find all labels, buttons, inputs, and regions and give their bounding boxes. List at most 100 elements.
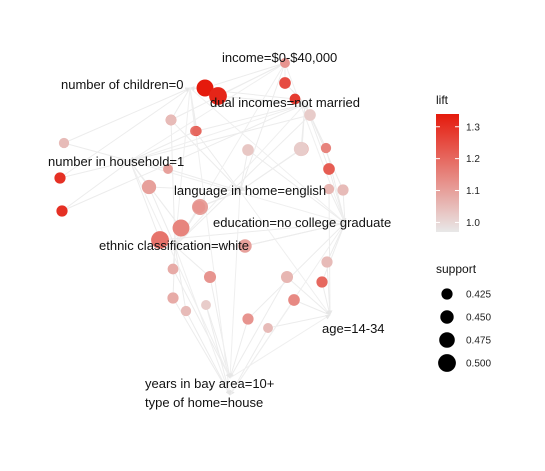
item-label-ethnic: ethnic classification=white (99, 238, 249, 253)
rule-node[interactable] (323, 183, 335, 195)
support-key-label: 0.475 (466, 336, 491, 347)
edge-in (204, 304, 231, 396)
edge-in (185, 310, 231, 396)
edge-fan (129, 62, 286, 162)
edge-in (129, 160, 161, 241)
item-label-language: language in home=english (174, 183, 326, 198)
edge-fan (229, 314, 331, 379)
rule-node[interactable] (58, 137, 70, 149)
item-labels: income=$0-$40,000 number of children=0 d… (48, 50, 391, 410)
rule-node[interactable] (279, 77, 291, 89)
edge-out (196, 102, 306, 132)
edge-out (247, 222, 346, 320)
rule-node[interactable] (242, 313, 254, 325)
lift-legend: lift 1.3 1.2 1.1 1.0 (436, 93, 480, 232)
rule-node[interactable] (293, 141, 309, 157)
rule-node[interactable] (151, 231, 169, 249)
rule-node[interactable] (165, 114, 177, 126)
support-legend: support 0.425 0.450 0.475 0.500 (436, 262, 491, 372)
item-label-dual-incomes: dual incomes=not married (210, 95, 360, 110)
edge-out (174, 245, 211, 278)
edge-out (321, 222, 346, 283)
edge-in (328, 188, 346, 224)
rule-node[interactable] (167, 263, 179, 275)
item-label-home: type of home=house (145, 395, 263, 410)
rule-node[interactable] (201, 300, 211, 310)
rule-node[interactable] (180, 305, 192, 317)
support-key-dot (441, 288, 453, 300)
support-key-label: 0.450 (466, 313, 491, 324)
edge-in (244, 222, 346, 248)
rule-node[interactable] (238, 239, 252, 253)
edge-fan (227, 190, 241, 379)
edge-fan (129, 103, 306, 162)
rule-node[interactable] (304, 109, 316, 121)
lift-colorbar (436, 114, 459, 232)
rule-node[interactable] (263, 323, 273, 333)
edge-fan (189, 87, 232, 396)
edge-in (170, 87, 191, 121)
edge-in (129, 113, 311, 162)
edge-out (229, 276, 288, 379)
rule-node[interactable] (192, 126, 202, 136)
rule-node[interactable] (143, 181, 155, 193)
edge-in (267, 314, 331, 330)
edge-in (229, 318, 250, 379)
support-key-dot (439, 332, 455, 348)
rule-node[interactable] (280, 270, 294, 284)
edge-out (59, 87, 191, 179)
edge-out (148, 186, 241, 194)
edge-out (239, 148, 302, 192)
edge-out (170, 62, 286, 121)
item-label-years: years in bay area=10+ (145, 376, 274, 391)
rule-node[interactable] (203, 270, 217, 284)
edge-fan (172, 87, 191, 247)
rule-node[interactable] (320, 142, 332, 154)
edge-out (239, 62, 286, 192)
edge-in (59, 160, 131, 180)
rule-node[interactable] (172, 219, 190, 237)
rule-node[interactable] (288, 294, 300, 306)
edge-in (293, 299, 331, 316)
lift-tick-label: 1.0 (466, 218, 480, 229)
rule-node[interactable] (289, 93, 301, 105)
rule-node[interactable] (337, 184, 349, 196)
rule-node[interactable] (167, 292, 179, 304)
edge-fan (129, 160, 231, 379)
edge-in (63, 141, 131, 162)
rule-node[interactable] (316, 276, 328, 288)
edge-out (327, 188, 333, 316)
edge-in (61, 160, 131, 212)
rule-node[interactable] (242, 144, 254, 156)
support-legend-title: support (436, 262, 477, 276)
rule-node[interactable] (209, 87, 227, 105)
rule-nodes (54, 58, 349, 333)
edge-out (63, 87, 191, 144)
edge-in (208, 276, 231, 379)
lift-tick-label: 1.1 (466, 186, 480, 197)
rule-node[interactable] (192, 200, 206, 214)
edge-out (325, 147, 347, 224)
rule-node[interactable] (163, 164, 173, 174)
rule-node[interactable] (321, 256, 333, 268)
edge-in (298, 103, 306, 150)
edge-fan (284, 62, 346, 224)
edge-fan (229, 222, 346, 396)
rule-node[interactable] (280, 58, 290, 68)
edge-out (159, 220, 346, 241)
lift-tick-label: 1.3 (466, 122, 480, 133)
edge-out (148, 186, 176, 247)
rule-node[interactable] (56, 205, 68, 217)
rule-node[interactable] (196, 79, 214, 97)
item-label-children: number of children=0 (61, 77, 184, 92)
edge-out (217, 95, 306, 107)
rule-node[interactable] (323, 163, 335, 175)
edge-out (326, 261, 333, 316)
support-key-label: 0.500 (466, 359, 491, 370)
rule-edges (59, 61, 347, 396)
rule-node[interactable] (54, 172, 66, 184)
support-key-dot (438, 354, 456, 372)
support-key-dot (440, 310, 454, 324)
lift-legend-title: lift (436, 93, 449, 107)
